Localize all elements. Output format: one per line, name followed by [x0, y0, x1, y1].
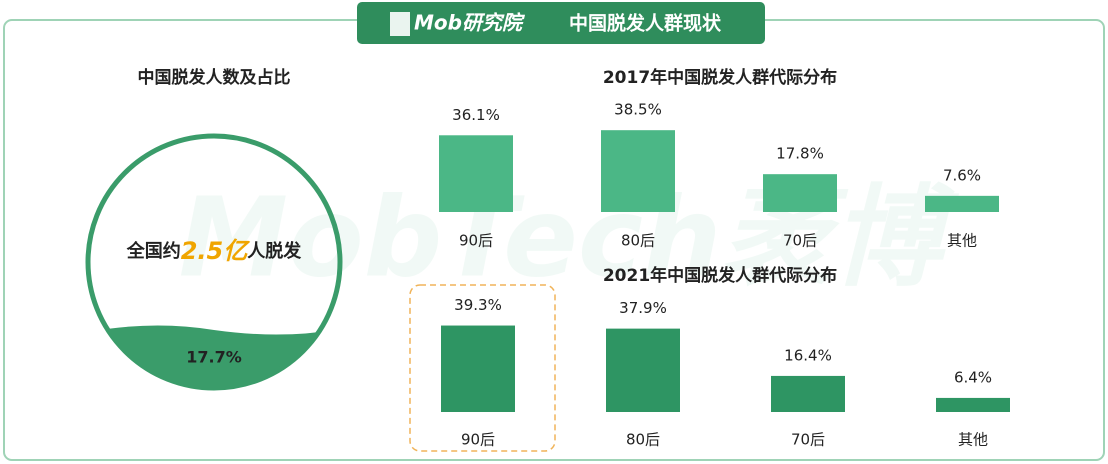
highlight: 2.5亿: [181, 237, 251, 265]
suffix: 人脱发: [247, 240, 302, 262]
highlight-box: [409, 284, 556, 452]
bar: [601, 130, 675, 212]
chart-title: 2017年中国脱发人群代际分布: [603, 67, 837, 88]
value-label: 38.5%: [614, 101, 662, 119]
banner-title: 中国脱发人群现状: [569, 12, 722, 35]
bar: [936, 397, 1010, 412]
category-label: 80后: [621, 232, 655, 250]
logo: Mob研究院: [414, 11, 526, 35]
chart-title: 2021年中国脱发人群代际分布: [603, 265, 837, 286]
category-label: 其他: [947, 232, 977, 250]
watermark: MobTech袤博: [179, 173, 960, 301]
value-label: 36.1%: [452, 106, 500, 124]
summary-title: 中国脱发人数及占比: [138, 67, 291, 88]
bar: [606, 328, 680, 412]
value-label: 37.9%: [619, 299, 667, 317]
summary-line: 全国约2.5亿人脱发: [126, 237, 303, 265]
bar: [439, 135, 513, 212]
value-label: 6.4%: [954, 368, 992, 386]
share: 17.7%: [186, 348, 242, 367]
bar: [763, 174, 837, 212]
logo-icon: [390, 12, 410, 36]
category-label: 其他: [958, 431, 988, 449]
value-label: 39.3%: [454, 296, 502, 314]
value-label: 17.8%: [776, 145, 824, 163]
circle: [85, 133, 343, 391]
category-label: 90后: [459, 232, 493, 250]
category-label: 90后: [461, 431, 495, 449]
bar: [441, 325, 515, 412]
prefix: 全国约: [126, 240, 181, 262]
value-label: 7.6%: [943, 166, 981, 184]
bar: [925, 195, 999, 212]
bar: [771, 375, 845, 412]
banner: [357, 2, 765, 44]
category-label: 70后: [783, 232, 817, 250]
value-label: 16.4%: [784, 346, 832, 364]
category-label: 80后: [626, 431, 660, 449]
category-label: 70后: [791, 431, 825, 449]
